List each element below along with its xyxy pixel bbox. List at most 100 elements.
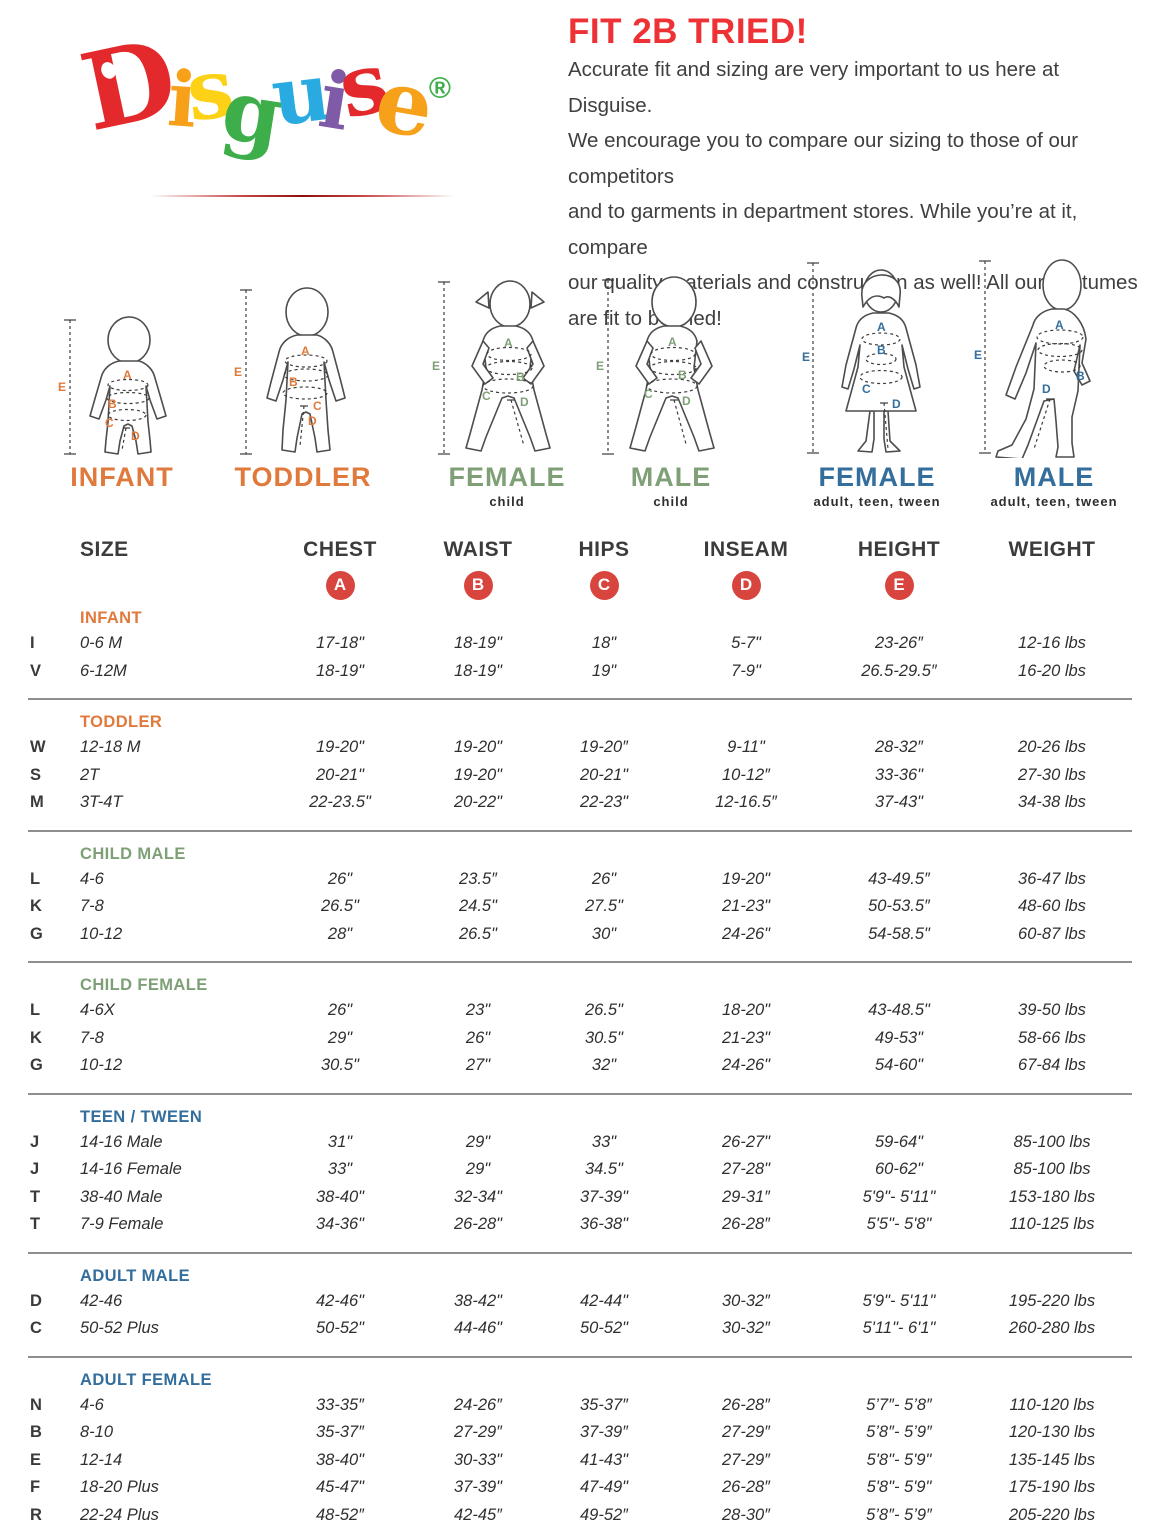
value-cell: 49-52″ <box>542 1502 666 1529</box>
size-cell: 4-6 <box>72 1392 266 1420</box>
measure-badge: E <box>885 571 914 600</box>
value-cell: 38-40" <box>266 1447 414 1475</box>
figure-label: INFANT <box>53 462 191 493</box>
value-cell: 85-100 lbs <box>972 1129 1132 1157</box>
col-header: WAIST <box>414 534 542 566</box>
section-spacer <box>28 840 72 866</box>
row-letter: G <box>28 921 72 949</box>
logo-letter: ® <box>429 74 451 104</box>
row-letter: C <box>28 1315 72 1343</box>
size-cell: 7-9 Female <box>72 1211 266 1239</box>
section-divider <box>28 961 1132 963</box>
measure-badge-cell: A <box>266 566 414 604</box>
adult-male-figure-icon: E A B D <box>974 253 1134 458</box>
svg-text:B: B <box>108 397 117 411</box>
section-title: CHILD FEMALE <box>72 971 1132 997</box>
value-cell: 48-60 lbs <box>972 893 1132 921</box>
value-cell: 45-47" <box>266 1474 414 1502</box>
measure-badge-cell: D <box>666 566 826 604</box>
value-cell: 30.5" <box>542 1025 666 1053</box>
figure-child-female: E A B C D FEMALE child <box>428 246 586 509</box>
value-cell: 5'9"- 5'11" <box>826 1288 972 1316</box>
svg-text:A: A <box>301 344 310 358</box>
value-cell: 28-30″ <box>666 1502 826 1529</box>
measure-badge: C <box>590 571 619 600</box>
intro-text-line: Accurate fit and sizing are very importa… <box>568 52 1143 123</box>
size-cell: 14-16 Female <box>72 1156 266 1184</box>
intro-text-line: We encourage you to compare our sizing t… <box>568 123 1143 194</box>
badge-spacer <box>28 566 72 604</box>
svg-text:D: D <box>520 395 529 409</box>
value-cell: 48-52″ <box>266 1502 414 1529</box>
value-cell: 18-19" <box>414 630 542 658</box>
value-cell: 22-23.5" <box>266 789 414 817</box>
value-cell: 27" <box>414 1052 542 1080</box>
value-cell: 27-28" <box>666 1156 826 1184</box>
size-cell: 4-6 <box>72 866 266 894</box>
badge-spacer <box>972 566 1132 604</box>
svg-text:D: D <box>1042 382 1051 396</box>
section-divider <box>28 1356 1132 1358</box>
row-letter: I <box>28 630 72 658</box>
value-cell: 60-87 lbs <box>972 921 1132 949</box>
value-cell: 36-38" <box>542 1211 666 1239</box>
value-cell: 20-26 lbs <box>972 734 1132 762</box>
value-cell: 24-26" <box>666 1052 826 1080</box>
value-cell: 27-29″ <box>666 1447 826 1475</box>
row-letter: M <box>28 789 72 817</box>
col-header: CHEST <box>266 534 414 566</box>
measure-badge: D <box>732 571 761 600</box>
value-cell: 30-33" <box>414 1447 542 1475</box>
value-cell: 26-28″ <box>666 1392 826 1420</box>
value-cell: 31" <box>266 1129 414 1157</box>
value-cell: 30-32″ <box>666 1315 826 1343</box>
section-title: TEEN / TWEEN <box>72 1103 1132 1129</box>
row-letter: T <box>28 1184 72 1212</box>
value-cell: 19-20" <box>414 734 542 762</box>
value-cell: 5-7" <box>666 630 826 658</box>
value-cell: 5'8"- 5'9" <box>826 1474 972 1502</box>
value-cell: 26.5" <box>414 921 542 949</box>
value-cell: 23-26″ <box>826 630 972 658</box>
value-cell: 32-34" <box>414 1184 542 1212</box>
size-cell: 38-40 Male <box>72 1184 266 1212</box>
value-cell: 26" <box>266 997 414 1025</box>
figure-sublabel: adult, teen, tween <box>798 494 956 509</box>
section-spacer <box>28 1366 72 1392</box>
svg-text:D: D <box>131 429 140 443</box>
col-spacer <box>28 534 72 566</box>
row-letter: K <box>28 1025 72 1053</box>
section-divider <box>28 698 1132 700</box>
svg-text:D: D <box>892 397 901 411</box>
row-letter: G <box>28 1052 72 1080</box>
svg-text:D: D <box>308 414 317 428</box>
svg-text:A: A <box>1055 318 1064 332</box>
value-cell: 50-53.5″ <box>826 893 972 921</box>
size-cell: 14-16 Male <box>72 1129 266 1157</box>
svg-text:E: E <box>974 348 982 362</box>
svg-text:A: A <box>123 368 132 382</box>
svg-text:A: A <box>877 320 886 334</box>
value-cell: 30" <box>542 921 666 949</box>
row-letter: N <box>28 1392 72 1420</box>
value-cell: 17-18" <box>266 630 414 658</box>
value-cell: 22-23" <box>542 789 666 817</box>
svg-text:C: C <box>862 382 871 396</box>
value-cell: 26-28″ <box>666 1211 826 1239</box>
value-cell: 5'9"- 5'11" <box>826 1184 972 1212</box>
measure-badge: B <box>464 571 493 600</box>
value-cell: 29-31″ <box>666 1184 826 1212</box>
value-cell: 26" <box>542 866 666 894</box>
value-cell: 30.5" <box>266 1052 414 1080</box>
size-cell: 18-20 Plus <box>72 1474 266 1502</box>
section-spacer <box>28 1262 72 1288</box>
infant-figure-icon: E A B C D <box>57 258 187 458</box>
value-cell: 50-52" <box>542 1315 666 1343</box>
svg-text:A: A <box>504 336 513 350</box>
measure-badge: A <box>326 571 355 600</box>
svg-text:E: E <box>802 350 810 364</box>
size-cell: 12-18 M <box>72 734 266 762</box>
value-cell: 18" <box>542 630 666 658</box>
value-cell: 20-21" <box>266 762 414 790</box>
